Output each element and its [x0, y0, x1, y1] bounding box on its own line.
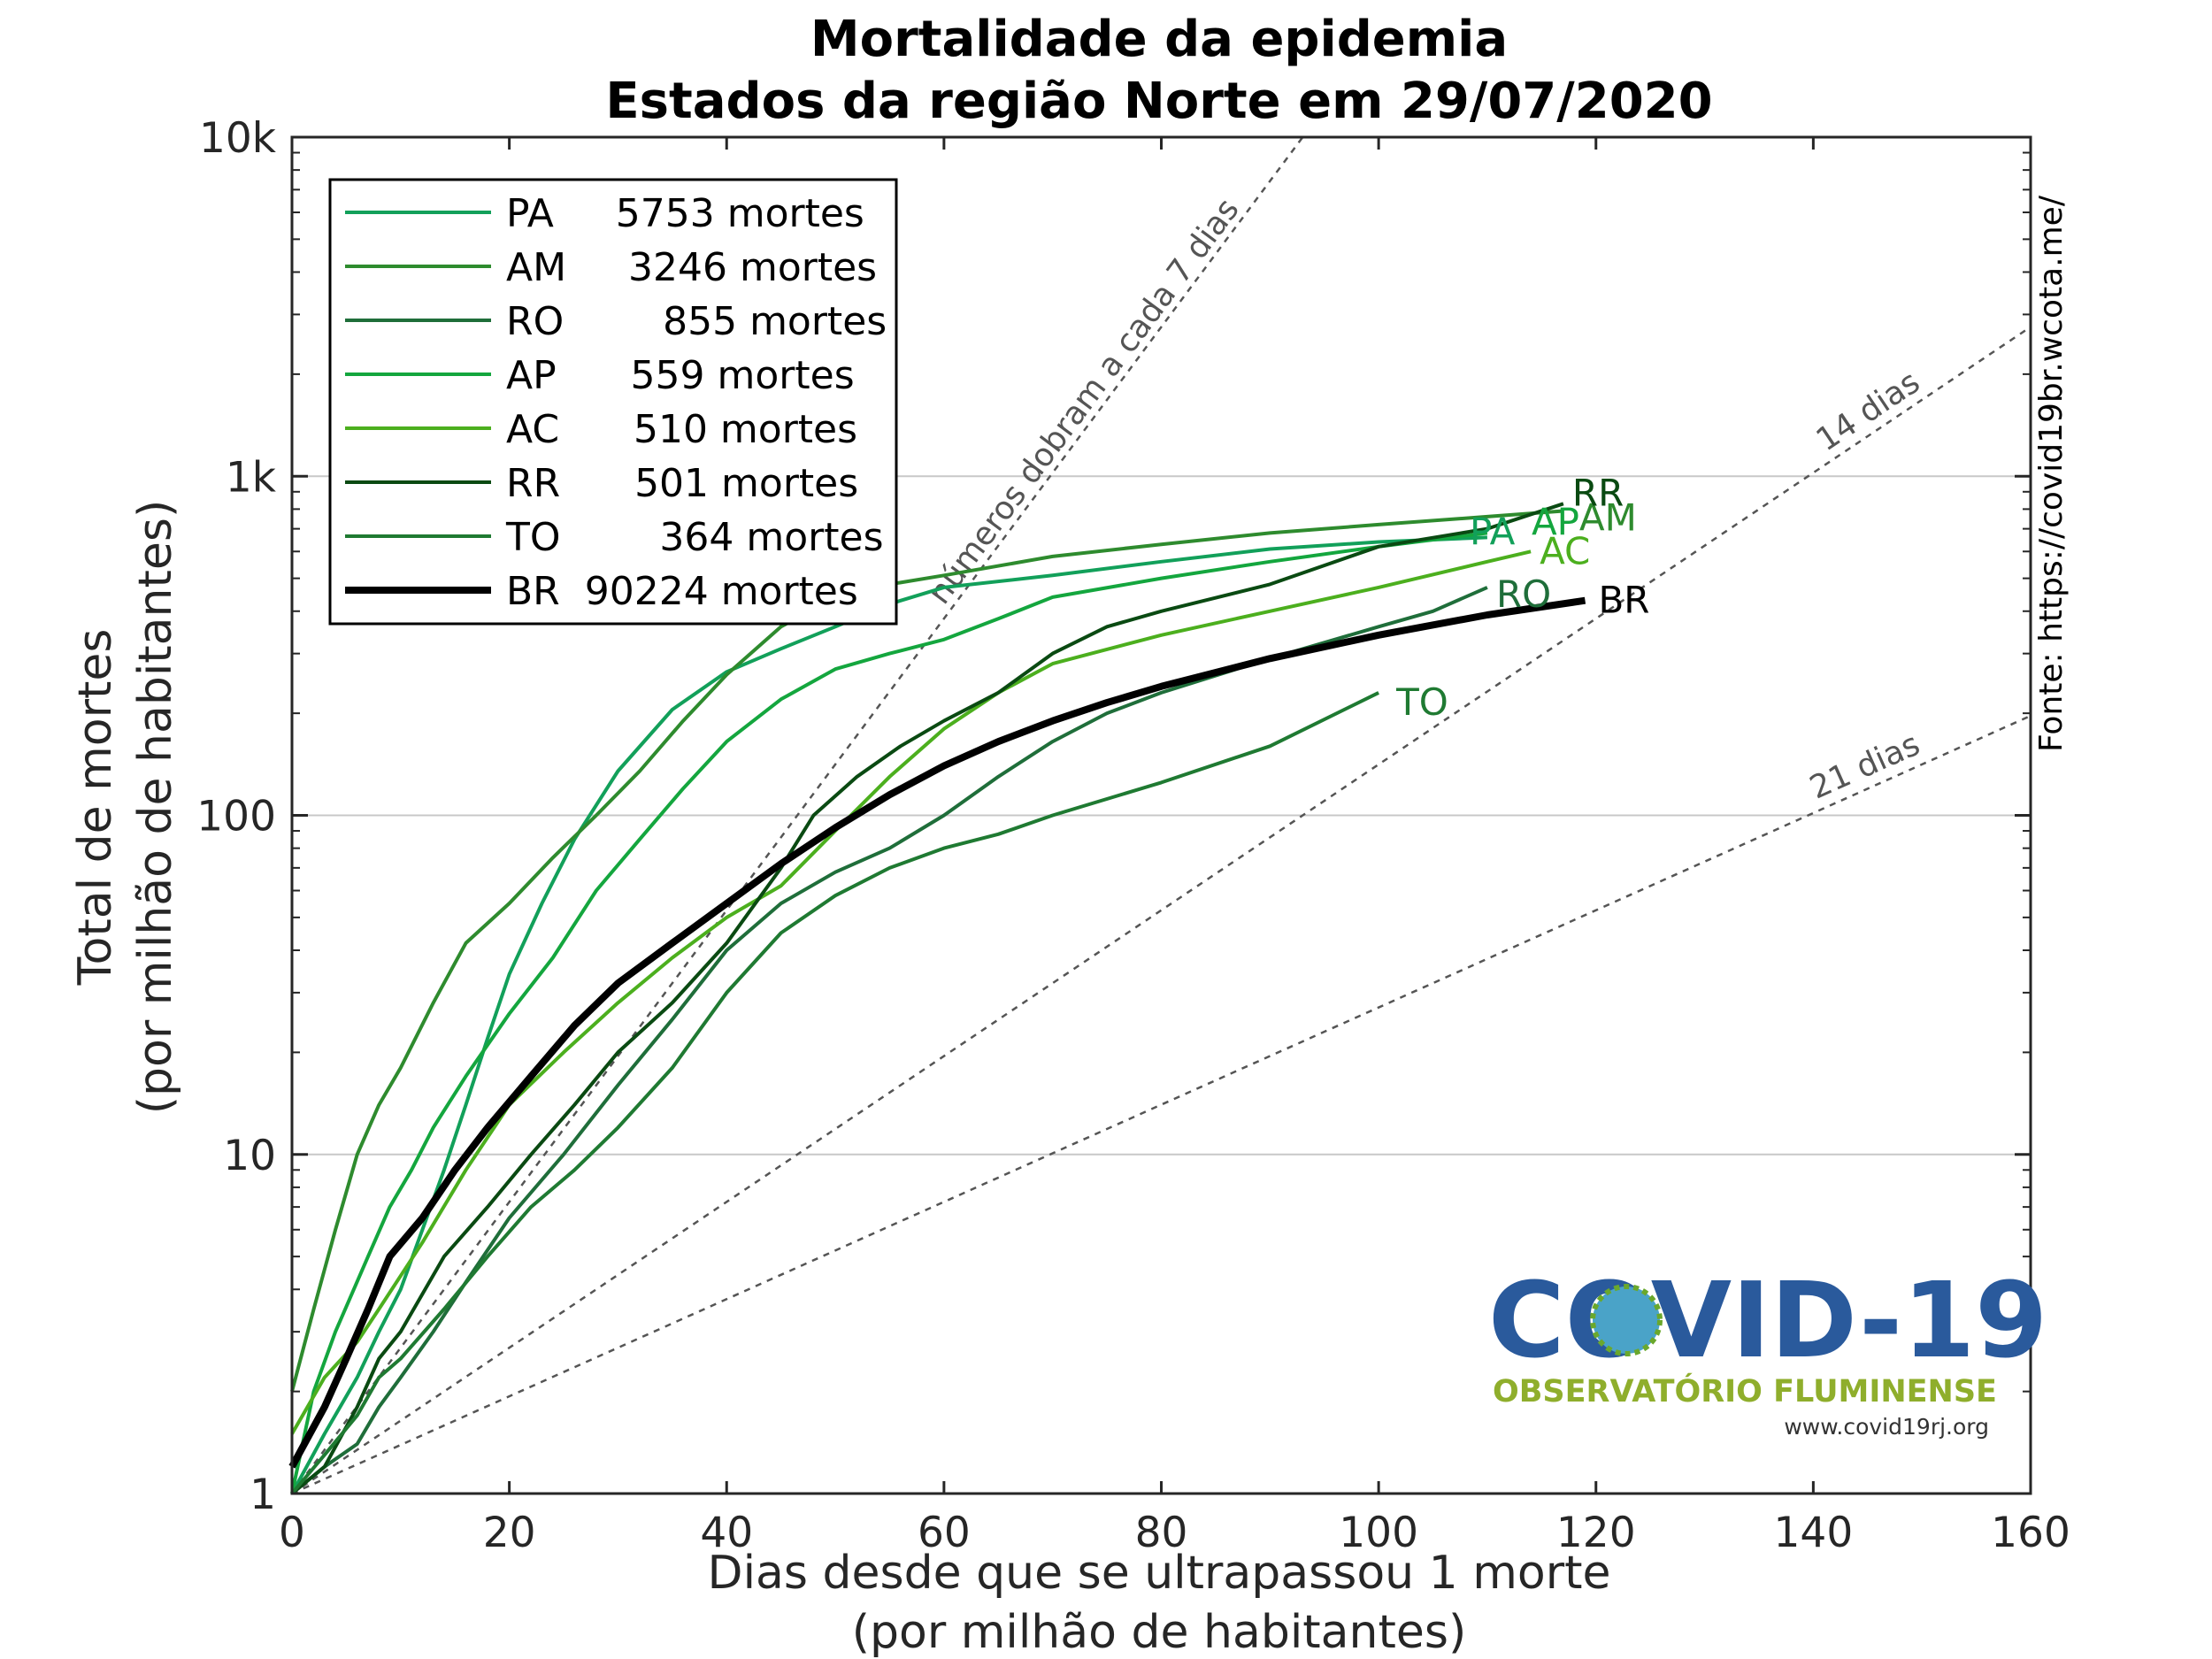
- legend-box: [328, 178, 898, 626]
- x-tick-label: 120: [1556, 1509, 1636, 1557]
- series-line-pa: [290, 535, 1487, 1494]
- series-line-to: [290, 691, 1379, 1495]
- legend-label-ac: AC 510 mortes: [506, 407, 857, 452]
- y-tick-label: 10k: [199, 114, 277, 163]
- legend-label-ro: RO 855 mortes: [506, 299, 887, 344]
- logo-sub-text: OBSERVATÓRIO FLUMINENSE: [1493, 1372, 1997, 1409]
- end-label-ro: RO: [1496, 572, 1551, 616]
- covid19-logo: COVID-19 OBSERVATÓRIO FLUMINENSE www.cov…: [1488, 1259, 2047, 1440]
- x-tick-label: 20: [483, 1509, 536, 1557]
- y-axis-label-line2: (por milhão de habitantes): [129, 500, 182, 1115]
- series-line-ap: [290, 531, 1488, 1494]
- legend-label-am: AM 3246 mortes: [506, 245, 877, 290]
- reference-line: [290, 136, 1304, 1494]
- x-axis-label-line2: (por milhão de habitantes): [852, 1606, 1467, 1659]
- x-tick-label: 0: [279, 1509, 305, 1557]
- x-tick-label: 160: [1991, 1509, 2070, 1557]
- legend-label-rr: RR 501 mortes: [506, 461, 858, 506]
- legend-label-br: BR 90224 mortes: [506, 569, 858, 614]
- end-label-ap: AP: [1532, 500, 1579, 543]
- virus-icon: [1590, 1284, 1663, 1356]
- legend-label-to: TO 364 mortes: [505, 515, 884, 560]
- y-tick-label: 10: [223, 1132, 276, 1180]
- source-note: Fonte: https://covid19br.wcota.me/: [2033, 195, 2070, 752]
- series-line-ro: [290, 586, 1488, 1495]
- end-label-rr: RR: [1572, 471, 1624, 514]
- end-label-ac: AC: [1540, 529, 1590, 572]
- end-label-am: AM: [1579, 495, 1637, 539]
- x-tick-label: 80: [1135, 1509, 1188, 1557]
- series-line-br: [288, 596, 1586, 1469]
- y-tick-label: 1: [250, 1471, 276, 1519]
- x-axis-label-line1: Dias desde que se ultrapassou 1 morte: [708, 1547, 1611, 1600]
- legend: PA 5753 mortes AM 3246 mortes RO 855 morte…: [328, 178, 898, 626]
- reference-line: [291, 326, 2032, 1495]
- legend-label-ap: AP 559 mortes: [506, 353, 855, 398]
- chart-title-line1: Mortalidade da epidemia: [810, 11, 1508, 68]
- x-tick-label: 100: [1339, 1509, 1418, 1557]
- series-line-ac: [290, 549, 1532, 1435]
- legend-label-pa: PA 5753 mortes: [506, 191, 864, 236]
- y-axis-label-line1: Total de mortes: [69, 629, 122, 987]
- end-label-to: TO: [1395, 680, 1448, 724]
- series-line-am: [290, 509, 1564, 1393]
- logo-url-text: www.covid19rj.org: [1784, 1414, 1989, 1440]
- end-label-br: BR: [1598, 579, 1649, 622]
- y-tick-label: 1k: [226, 453, 277, 502]
- x-tick-label: 60: [918, 1509, 971, 1557]
- logo-main-text: COVID-19: [1488, 1259, 2047, 1381]
- x-tick-label: 40: [700, 1509, 753, 1557]
- end-label-pa: PA: [1470, 510, 1516, 553]
- axes: 0 20 40 60 80 100 120 140 160 1 10 100 1k 10k: [196, 114, 2070, 1557]
- y-tick-label: 100: [196, 793, 276, 841]
- x-tick-label: 140: [1774, 1509, 1854, 1557]
- reference-line: [291, 714, 2032, 1495]
- chart-title-line2: Estados da região Norte em 29/07/2020: [605, 73, 1712, 130]
